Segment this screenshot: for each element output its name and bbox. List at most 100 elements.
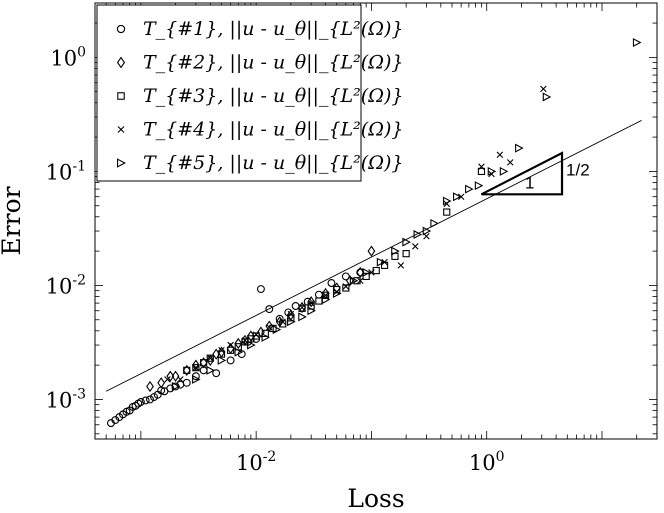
data-point bbox=[192, 364, 200, 372]
data-point bbox=[206, 354, 215, 367]
data-point bbox=[191, 359, 200, 371]
data-point bbox=[307, 296, 316, 308]
data-point bbox=[217, 355, 227, 365]
data-point bbox=[542, 92, 552, 102]
data-point bbox=[487, 166, 497, 176]
data-point bbox=[367, 245, 376, 257]
y-tick-label: 10-3 bbox=[46, 386, 86, 412]
data-point bbox=[356, 277, 364, 284]
data-point bbox=[402, 250, 410, 258]
data-point bbox=[397, 262, 405, 269]
data-point bbox=[206, 365, 216, 375]
data-point bbox=[226, 346, 235, 354]
data-point bbox=[166, 384, 175, 393]
legend-entry: T_{#3}, ||u - u_θ||_{L²(Ω)} bbox=[117, 85, 403, 107]
x-tick-label: 100 bbox=[469, 449, 505, 475]
data-point bbox=[327, 279, 336, 287]
data-point bbox=[477, 167, 486, 176]
data-point bbox=[261, 332, 271, 342]
data-point bbox=[287, 317, 296, 327]
data-point bbox=[632, 38, 642, 48]
data-point bbox=[218, 347, 225, 354]
data-point bbox=[452, 192, 462, 202]
data-point bbox=[442, 196, 452, 206]
data-point bbox=[345, 275, 354, 287]
data-point bbox=[199, 357, 208, 369]
data-point bbox=[141, 396, 150, 405]
legend-label: T_{#3}, ||u - u_θ||_{L²(Ω)} bbox=[143, 85, 403, 107]
legend-marker bbox=[116, 24, 126, 34]
data-point bbox=[192, 364, 200, 371]
legend-marker bbox=[117, 158, 126, 168]
data-point bbox=[376, 257, 386, 267]
tick-labels: 10-2 100 10-3 10-2 10-1 100 bbox=[46, 44, 505, 475]
data-point bbox=[183, 366, 191, 374]
legend-entry: T_{#1}, ||u - u_θ||_{L²(Ω)} bbox=[116, 18, 403, 40]
data-point bbox=[413, 229, 423, 239]
data-point bbox=[298, 312, 307, 322]
series-3 bbox=[183, 167, 486, 374]
x-tick-label: 10-2 bbox=[236, 449, 276, 475]
y-axis-label: Error bbox=[0, 186, 26, 255]
data-point bbox=[291, 302, 300, 310]
legend-marker bbox=[116, 56, 126, 69]
data-point bbox=[496, 151, 504, 159]
legend-label: T_{#2}, ||u - u_θ||_{L²(Ω)} bbox=[143, 52, 403, 74]
data-point bbox=[182, 364, 191, 376]
data-point bbox=[192, 374, 201, 384]
data-point bbox=[314, 290, 323, 299]
legend-marker bbox=[117, 126, 125, 133]
data-point bbox=[506, 159, 514, 166]
data-point bbox=[515, 143, 524, 153]
data-point bbox=[321, 295, 331, 305]
data-point bbox=[391, 246, 400, 256]
data-point bbox=[234, 347, 244, 357]
data-point bbox=[411, 243, 419, 250]
data-point bbox=[272, 325, 282, 335]
data-point bbox=[206, 354, 214, 362]
legend-entry: T_{#4}, ||u - u_θ||_{L²(Ω)} bbox=[117, 119, 403, 141]
slope-triangle: 1 1/2 bbox=[480, 151, 590, 196]
data-point bbox=[430, 218, 439, 228]
y-tick-label: 10-1 bbox=[46, 158, 86, 184]
data-point bbox=[212, 369, 221, 378]
data-point bbox=[342, 284, 350, 292]
data-point bbox=[402, 237, 411, 247]
data-point bbox=[342, 283, 350, 290]
data-point bbox=[298, 304, 306, 312]
data-point bbox=[368, 269, 375, 276]
series-1 bbox=[106, 268, 365, 428]
legend-entry: T_{#5}, ||u - u_θ||_{L²(Ω)} bbox=[117, 152, 403, 174]
legend-box bbox=[96, 4, 362, 182]
data-point bbox=[227, 341, 234, 349]
data-point bbox=[252, 332, 260, 340]
data-point bbox=[478, 163, 485, 170]
data-point bbox=[287, 310, 295, 318]
legend-entry: T_{#2}, ||u - u_θ||_{L²(Ω)} bbox=[116, 52, 403, 74]
data-point bbox=[136, 398, 145, 406]
data-point bbox=[166, 370, 175, 382]
data-point bbox=[226, 356, 235, 365]
reference-line bbox=[105, 120, 642, 392]
data-point bbox=[307, 306, 316, 316]
data-point bbox=[252, 331, 260, 338]
data-point bbox=[298, 304, 306, 311]
data-point bbox=[199, 359, 208, 367]
data-point bbox=[171, 381, 181, 391]
legend-label: T_{#5}, ||u - u_θ||_{L²(Ω)} bbox=[143, 152, 403, 174]
data-point bbox=[279, 320, 287, 328]
slope-triangle-shape bbox=[480, 151, 564, 196]
data-point bbox=[474, 181, 484, 191]
series-2 bbox=[146, 245, 376, 393]
data-point bbox=[443, 208, 451, 216]
y-tick-label: 10-2 bbox=[46, 272, 86, 298]
data-point bbox=[362, 267, 371, 277]
data-point bbox=[234, 337, 243, 350]
data-point bbox=[499, 166, 509, 176]
data-point bbox=[177, 376, 184, 383]
data-point bbox=[241, 337, 249, 344]
data-point bbox=[146, 380, 154, 393]
slope-rise-label: 1/2 bbox=[566, 161, 590, 180]
x-axis-label: Loss bbox=[347, 484, 404, 513]
